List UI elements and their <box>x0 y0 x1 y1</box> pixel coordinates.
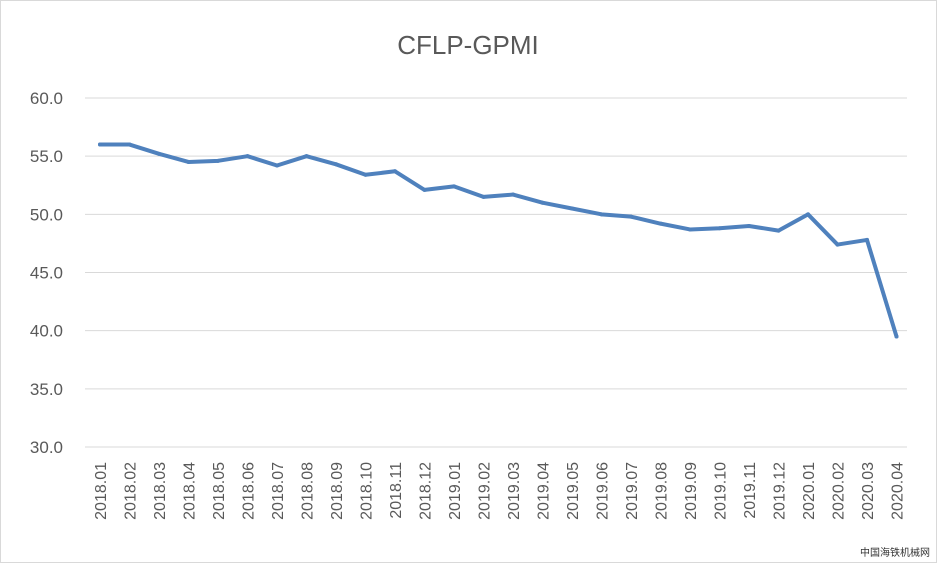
data-point <box>304 154 309 159</box>
x-tick-label: 2018.10 <box>359 462 376 520</box>
data-point <box>658 221 663 226</box>
data-point <box>747 223 751 228</box>
x-tick-label: 2020.03 <box>860 462 877 520</box>
data-point <box>245 154 250 159</box>
watermark-text: 中国海铁机械网 <box>860 546 930 559</box>
data-point <box>275 163 279 168</box>
data-point <box>599 212 604 217</box>
data-point <box>216 158 220 163</box>
x-tick-label: 2019.05 <box>565 462 582 520</box>
x-tick-label: 2020.02 <box>831 462 848 520</box>
data-point <box>511 192 515 197</box>
x-tick-label: 2019.09 <box>683 462 700 520</box>
data-point <box>393 169 397 174</box>
x-tick-label: 2018.07 <box>270 462 287 520</box>
x-tick-label: 2018.06 <box>241 462 258 520</box>
x-tick-label: 2019.07 <box>624 462 641 520</box>
y-tick-label: 40.0 <box>30 322 63 341</box>
x-tick-label: 2019.01 <box>447 462 464 520</box>
data-point <box>865 237 869 242</box>
data-point <box>452 184 456 189</box>
data-point <box>776 228 781 233</box>
series-line <box>98 142 899 339</box>
y-tick-label: 55.0 <box>30 147 63 166</box>
chart-title: CFLP-GPMI <box>397 30 539 60</box>
data-point <box>363 172 368 177</box>
x-tick-label: 2019.12 <box>772 462 789 520</box>
data-point <box>127 142 132 147</box>
gridlines <box>85 97 907 448</box>
x-tick-label: 2018.09 <box>329 462 346 520</box>
x-tick-label: 2018.01 <box>93 462 110 520</box>
data-point <box>157 151 161 156</box>
series-layer <box>98 142 899 339</box>
x-tick-label: 2019.04 <box>536 462 553 520</box>
x-tick-label: 2019.10 <box>713 462 730 520</box>
x-axis-ticks: 2018.01 2018.02 2018.03 2018.04 2018.05 2018.… <box>93 462 907 520</box>
y-tick-label: 50.0 <box>30 205 63 224</box>
y-tick-label: 35.0 <box>30 380 63 399</box>
data-point <box>98 142 102 147</box>
data-point <box>334 162 338 167</box>
x-tick-label: 2018.03 <box>152 462 169 520</box>
y-tick-label: 45.0 <box>30 264 63 283</box>
data-point <box>894 334 899 339</box>
x-tick-label: 2018.12 <box>418 462 435 520</box>
y-tick-label: 30.0 <box>30 438 63 457</box>
data-point <box>629 214 633 219</box>
x-tick-label: 2019.11 <box>742 462 759 519</box>
x-tick-label: 2018.11 <box>388 462 405 519</box>
data-point <box>806 212 810 217</box>
x-tick-label: 2018.05 <box>211 462 228 520</box>
x-tick-label: 2019.02 <box>477 462 494 520</box>
x-tick-label: 2019.08 <box>654 462 671 520</box>
data-point <box>835 242 840 247</box>
data-point <box>570 206 574 211</box>
x-tick-label: 2019.03 <box>506 462 523 520</box>
data-point <box>688 227 692 232</box>
x-tick-label: 2018.04 <box>182 462 199 520</box>
data-point <box>540 200 545 205</box>
x-tick-label: 2019.06 <box>595 462 612 520</box>
y-tick-label: 60.0 <box>30 89 63 108</box>
x-tick-label: 2018.02 <box>123 462 140 520</box>
x-tick-label: 2020.01 <box>801 462 818 520</box>
data-point <box>186 159 191 164</box>
x-tick-label: 2018.08 <box>300 462 317 520</box>
data-point <box>717 226 722 231</box>
data-point <box>481 194 486 199</box>
data-point <box>422 187 427 192</box>
y-axis-ticks: 60.0 55.0 50.0 45.0 40.0 35.0 30.0 <box>30 89 63 457</box>
x-tick-label: 2020.04 <box>890 462 907 520</box>
